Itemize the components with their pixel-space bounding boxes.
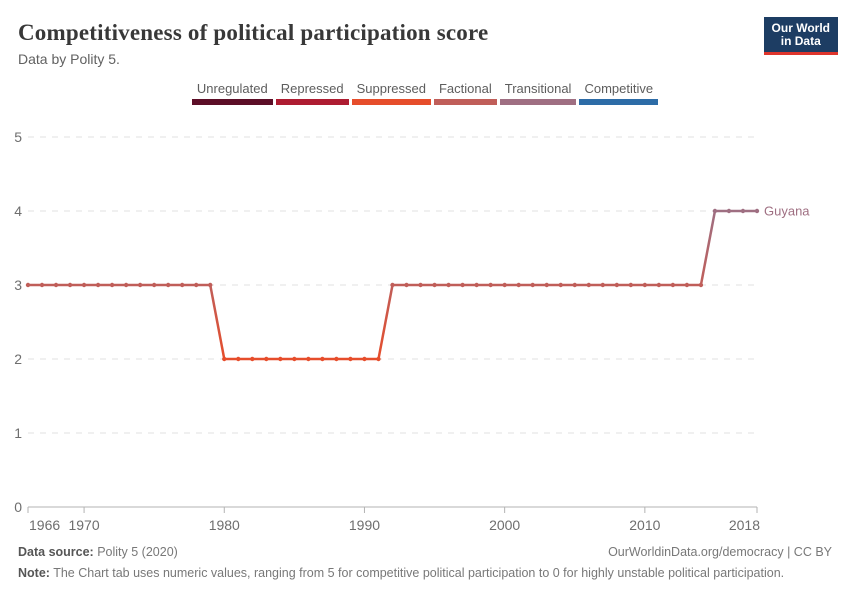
owid-logo-line2: in Data — [780, 34, 821, 48]
legend-item-repressed[interactable]: Repressed — [275, 81, 349, 105]
owid-logo[interactable]: Our World in Data — [763, 17, 838, 55]
legend-item-factional[interactable]: Factional — [433, 81, 497, 105]
chart-footer: Data source: Polity 5 (2020) OurWorldinD… — [18, 545, 832, 587]
series-end-label[interactable]: Guyana — [764, 204, 810, 219]
y-tick-label: 2 — [14, 351, 22, 367]
x-tick-label: 2000 — [489, 517, 520, 533]
legend-item-competitive[interactable]: Competitive — [579, 81, 659, 105]
note-text: The Chart tab uses numeric values, rangi… — [53, 566, 785, 580]
legend-swatch — [191, 99, 273, 105]
legend-label: Unregulated — [196, 81, 268, 96]
legend-label: Competitive — [584, 81, 654, 96]
legend-item-transitional[interactable]: Transitional — [499, 81, 577, 105]
data-source: Data source: Polity 5 (2020) — [18, 545, 178, 559]
x-tick-label: 2018 — [729, 517, 760, 533]
legend-swatch — [433, 99, 497, 105]
legend-item-unregulated[interactable]: Unregulated — [191, 81, 273, 105]
y-tick-label: 4 — [14, 203, 22, 219]
y-tick-label: 3 — [14, 277, 22, 293]
series-points — [25, 208, 760, 362]
x-tick-label: 1980 — [209, 517, 240, 533]
legend-label: Transitional — [504, 81, 572, 96]
legend-label: Factional — [438, 81, 492, 96]
y-tick-label: 1 — [14, 425, 22, 441]
line-chart[interactable]: 0 1 2 3 4 5 1966 1970 1980 1990 2000 2010 2018 Guyana — [0, 118, 850, 543]
legend-swatch — [351, 99, 431, 105]
chart-header: Competitiveness of political participati… — [0, 0, 850, 67]
legend-swatch — [499, 99, 577, 105]
page-title: Competitiveness of political participati… — [18, 20, 489, 45]
x-tick-label: 1966 — [29, 517, 60, 533]
series-line — [28, 209, 757, 361]
x-tick-label: 2010 — [629, 517, 660, 533]
legend-swatch — [579, 99, 659, 105]
legend-label: Suppressed — [356, 81, 426, 96]
legend-swatch — [275, 99, 349, 105]
category-legend: Unregulated Repressed Suppressed Factional T… — [0, 81, 850, 105]
x-tick-label: 1990 — [349, 517, 380, 533]
note-label: Note: — [18, 566, 50, 580]
x-tick-label: 1970 — [68, 517, 99, 533]
chart-note: Note: The Chart tab uses numeric values,… — [18, 566, 784, 580]
chart-subtitle: Data by Polity 5. — [18, 51, 120, 67]
legend-item-suppressed[interactable]: Suppressed — [351, 81, 431, 105]
data-source-label: Data source: — [18, 545, 94, 559]
owid-logo-line1: Our World — [771, 21, 830, 35]
y-tick-label: 5 — [14, 129, 22, 145]
y-tick-label: 0 — [14, 499, 22, 515]
attribution-link[interactable]: OurWorldinData.org/democracy | CC BY — [608, 545, 832, 559]
data-source-link[interactable]: Polity 5 (2020) — [97, 545, 178, 559]
legend-label: Repressed — [280, 81, 344, 96]
